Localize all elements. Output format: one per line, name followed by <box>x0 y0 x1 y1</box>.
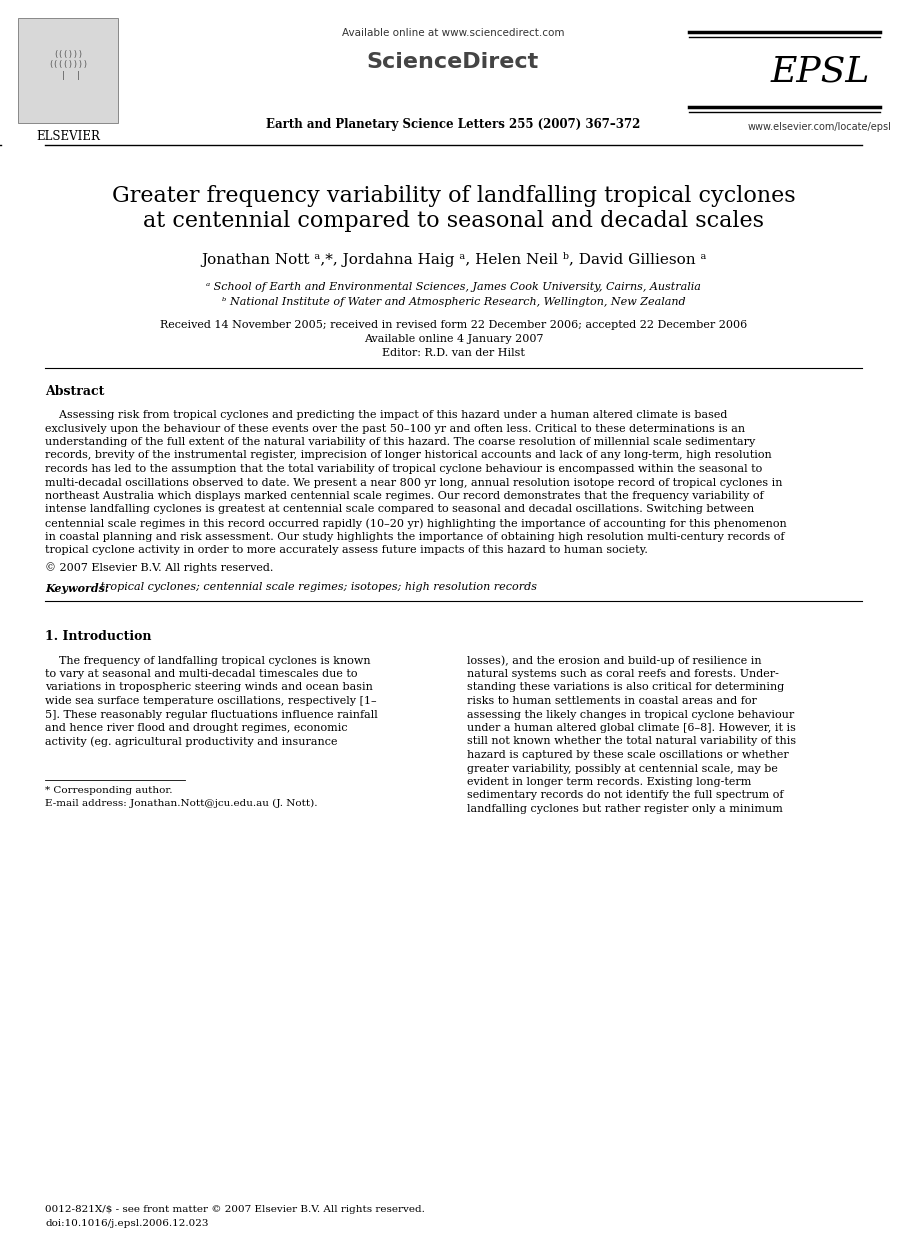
Text: intense landfalling cyclones is greatest at centennial scale compared to seasona: intense landfalling cyclones is greatest… <box>45 505 755 515</box>
Text: evident in longer term records. Existing long-term: evident in longer term records. Existing… <box>467 777 751 787</box>
Text: Greater frequency variability of landfalling tropical cyclones: Greater frequency variability of landfal… <box>112 184 795 207</box>
Text: natural systems such as coral reefs and forests. Under-: natural systems such as coral reefs and … <box>467 669 779 678</box>
Text: risks to human settlements in coastal areas and for: risks to human settlements in coastal ar… <box>467 696 756 706</box>
Text: activity (eg. agricultural productivity and insurance: activity (eg. agricultural productivity … <box>45 737 337 747</box>
Text: variations in tropospheric steering winds and ocean basin: variations in tropospheric steering wind… <box>45 682 373 692</box>
Text: ((()))
(((())))
 |  |: ((())) (((()))) | | <box>48 50 88 80</box>
Text: multi-decadal oscillations observed to date. We present a near 800 yr long, annu: multi-decadal oscillations observed to d… <box>45 478 783 488</box>
Text: greater variability, possibly at centennial scale, may be: greater variability, possibly at centenn… <box>467 764 778 774</box>
Text: 1. Introduction: 1. Introduction <box>45 630 151 644</box>
Text: Received 14 November 2005; received in revised form 22 December 2006; accepted 2: Received 14 November 2005; received in r… <box>160 319 747 331</box>
Text: to vary at seasonal and multi-decadal timescales due to: to vary at seasonal and multi-decadal ti… <box>45 669 357 678</box>
Text: in coastal planning and risk assessment. Our study highlights the importance of : in coastal planning and risk assessment.… <box>45 531 785 541</box>
Text: Abstract: Abstract <box>45 385 104 397</box>
Text: tropical cyclone activity in order to more accurately assess future impacts of t: tropical cyclone activity in order to mo… <box>45 545 648 555</box>
Text: sedimentary records do not identify the full spectrum of: sedimentary records do not identify the … <box>467 791 784 801</box>
Text: exclusively upon the behaviour of these events over the past 50–100 yr and often: exclusively upon the behaviour of these … <box>45 423 746 433</box>
Text: at centennial compared to seasonal and decadal scales: at centennial compared to seasonal and d… <box>143 210 764 232</box>
Text: assessing the likely changes in tropical cyclone behaviour: assessing the likely changes in tropical… <box>467 709 795 719</box>
Text: E-mail address: Jonathan.Nott@jcu.edu.au (J. Nott).: E-mail address: Jonathan.Nott@jcu.edu.au… <box>45 799 317 808</box>
Text: ᵃ School of Earth and Environmental Sciences, James Cook University, Cairns, Aus: ᵃ School of Earth and Environmental Scie… <box>206 282 701 292</box>
Text: ELSEVIER: ELSEVIER <box>36 130 100 144</box>
Text: tropical cyclones; centennial scale regimes; isotopes; high resolution records: tropical cyclones; centennial scale regi… <box>97 583 537 593</box>
Text: Jonathan Nott ᵃ,*, Jordahna Haig ᵃ, Helen Neil ᵇ, David Gillieson ᵃ: Jonathan Nott ᵃ,*, Jordahna Haig ᵃ, Hele… <box>200 253 707 267</box>
Text: Editor: R.D. van der Hilst: Editor: R.D. van der Hilst <box>382 348 525 358</box>
Text: ScienceDirect: ScienceDirect <box>366 52 539 72</box>
Text: ᵇ National Institute of Water and Atmospheric Research, Wellington, New Zealand: ᵇ National Institute of Water and Atmosp… <box>221 297 686 307</box>
Text: wide sea surface temperature oscillations, respectively [1–: wide sea surface temperature oscillation… <box>45 696 376 706</box>
Text: www.elsevier.com/locate/epsl: www.elsevier.com/locate/epsl <box>748 123 892 132</box>
Text: records, brevity of the instrumental register, imprecision of longer historical : records, brevity of the instrumental reg… <box>45 451 772 461</box>
Text: northeast Australia which displays marked centennial scale regimes. Our record d: northeast Australia which displays marke… <box>45 491 764 501</box>
Text: hazard is captured by these scale oscillations or whether: hazard is captured by these scale oscill… <box>467 750 789 760</box>
Text: and hence river flood and drought regimes, economic: and hence river flood and drought regime… <box>45 723 347 733</box>
Text: * Corresponding author.: * Corresponding author. <box>45 786 172 795</box>
Text: 0012-821X/$ - see front matter © 2007 Elsevier B.V. All rights reserved.: 0012-821X/$ - see front matter © 2007 El… <box>45 1205 424 1214</box>
Text: losses), and the erosion and build-up of resilience in: losses), and the erosion and build-up of… <box>467 655 762 666</box>
Text: standing these variations is also critical for determining: standing these variations is also critic… <box>467 682 785 692</box>
Text: 5]. These reasonably regular fluctuations influence rainfall: 5]. These reasonably regular fluctuation… <box>45 709 377 719</box>
Text: Available online at www.sciencedirect.com: Available online at www.sciencedirect.co… <box>342 28 564 38</box>
Text: doi:10.1016/j.epsl.2006.12.023: doi:10.1016/j.epsl.2006.12.023 <box>45 1219 209 1228</box>
Text: landfalling cyclones but rather register only a minimum: landfalling cyclones but rather register… <box>467 803 783 815</box>
Text: EPSL: EPSL <box>770 54 870 89</box>
Text: Assessing risk from tropical cyclones and predicting the impact of this hazard u: Assessing risk from tropical cyclones an… <box>45 410 727 420</box>
Bar <box>18 19 118 123</box>
Text: still not known whether the total natural variability of this: still not known whether the total natura… <box>467 737 796 747</box>
Text: records has led to the assumption that the total variability of tropical cyclone: records has led to the assumption that t… <box>45 464 762 474</box>
Text: Keywords:: Keywords: <box>45 583 109 593</box>
Text: Available online 4 January 2007: Available online 4 January 2007 <box>364 334 543 344</box>
Text: The frequency of landfalling tropical cyclones is known: The frequency of landfalling tropical cy… <box>45 655 371 666</box>
Text: © 2007 Elsevier B.V. All rights reserved.: © 2007 Elsevier B.V. All rights reserved… <box>45 562 273 573</box>
Text: under a human altered global climate [6–8]. However, it is: under a human altered global climate [6–… <box>467 723 795 733</box>
Text: understanding of the full extent of the natural variability of this hazard. The : understanding of the full extent of the … <box>45 437 756 447</box>
Text: Earth and Planetary Science Letters 255 (2007) 367–372: Earth and Planetary Science Letters 255 … <box>266 118 640 131</box>
Text: centennial scale regimes in this record occurred rapidly (10–20 yr) highlighting: centennial scale regimes in this record … <box>45 517 786 529</box>
